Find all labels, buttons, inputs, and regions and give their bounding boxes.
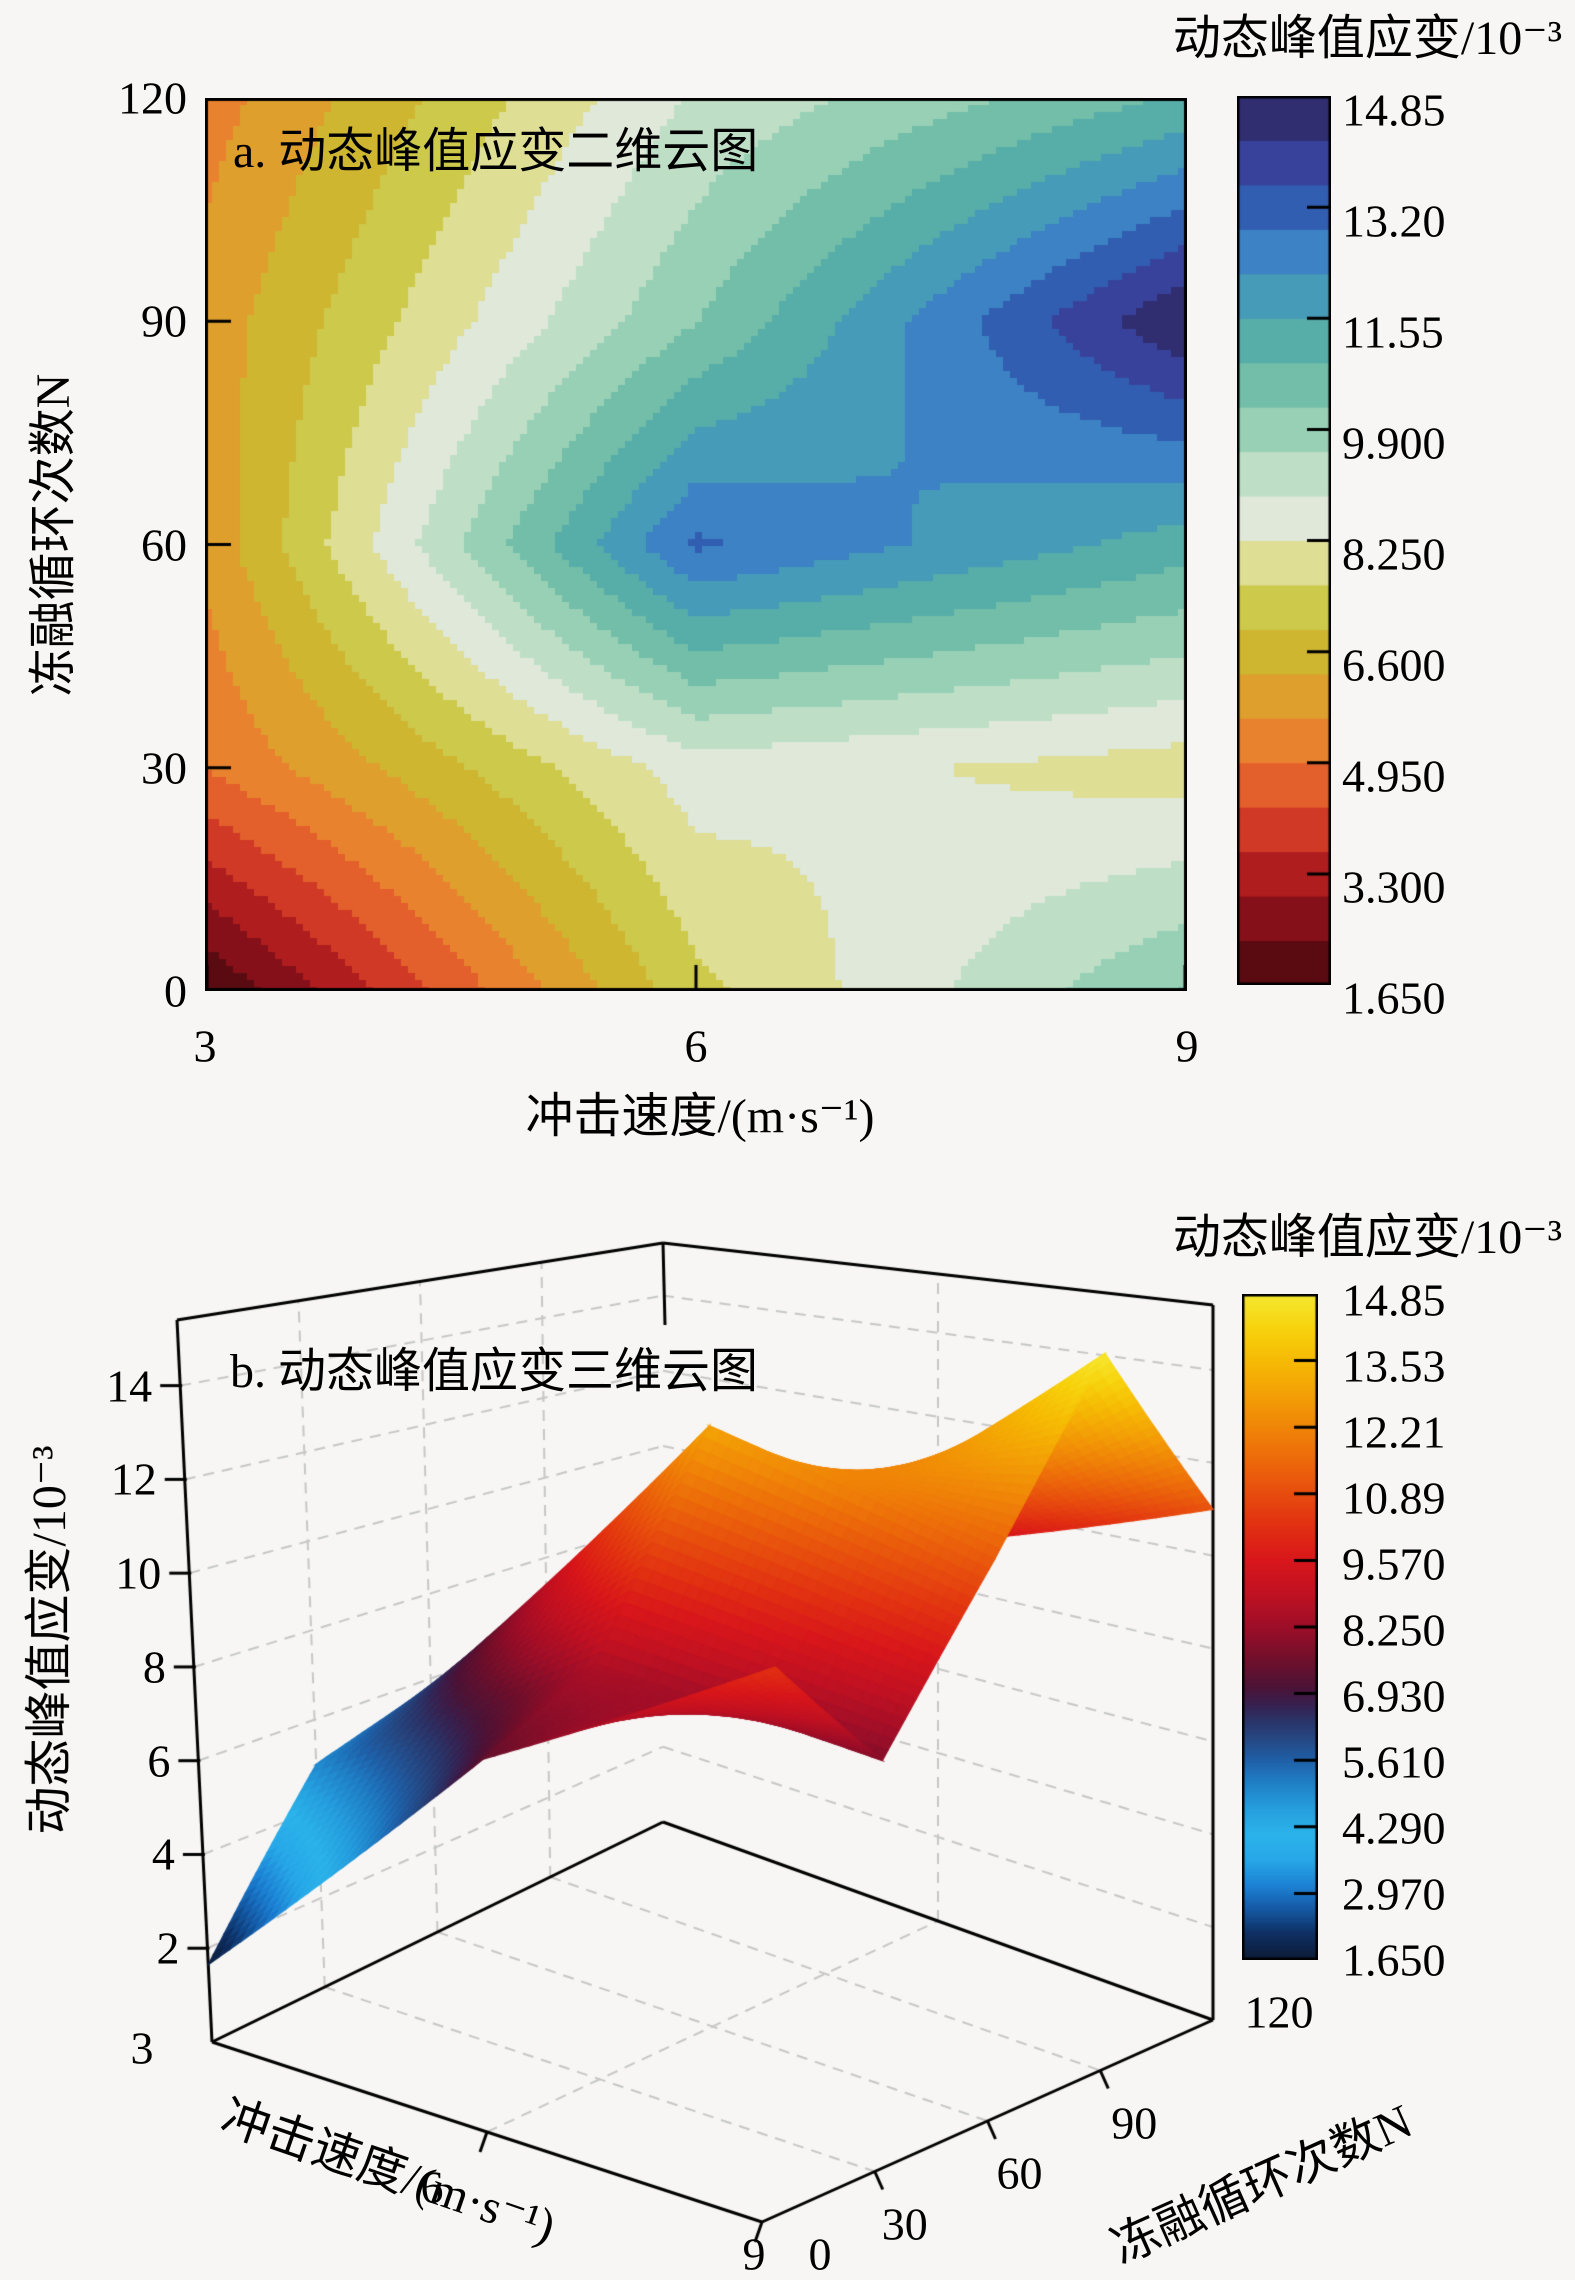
x-tick-label-2d: 6 bbox=[684, 1020, 708, 1072]
z-tick-label-3d: 14 bbox=[106, 1360, 153, 1412]
colorbar-2d-tick-label: 6.600 bbox=[1342, 639, 1446, 691]
colorbar-2d-tick-label: 4.950 bbox=[1342, 750, 1446, 802]
colorbar-3d-tick-label: 12.21 bbox=[1342, 1406, 1446, 1458]
y-tick-label-2d: 120 bbox=[118, 72, 187, 124]
y-tick-label-3d: 30 bbox=[881, 2198, 928, 2249]
colorbar-3d-tick-label: 2.970 bbox=[1342, 1868, 1446, 1920]
colorbar-3d-tick-label: 1.650 bbox=[1342, 1934, 1446, 1986]
panel-2d-title: a. 动态峰值应变二维云图 bbox=[233, 125, 759, 178]
x-tick-label-3d: 6 bbox=[420, 2161, 444, 2213]
x-tick-label-3d: 3 bbox=[130, 2022, 154, 2074]
y-tick-label-3d: 0 bbox=[808, 2228, 832, 2280]
colorbar-3d-tick-label: 10.89 bbox=[1342, 1472, 1446, 1524]
contour-plot-canvas bbox=[205, 98, 1187, 991]
y-tick-label-2d: 90 bbox=[141, 295, 187, 347]
z-tick-label-3d: 4 bbox=[151, 1828, 175, 1880]
colorbar-2d-tick-label: 14.85 bbox=[1342, 84, 1446, 136]
colorbar-2d-title: 动态峰值应变/10⁻³ bbox=[1172, 12, 1562, 65]
colorbar-2d-tick-label: 11.55 bbox=[1342, 306, 1444, 358]
z-axis-label-3d: 动态峰值应变/10⁻³ bbox=[23, 1445, 77, 1835]
z-tick-label-3d: 8 bbox=[142, 1641, 166, 1693]
colorbar-3d-tick-label: 8.250 bbox=[1342, 1604, 1446, 1656]
colorbar-3d-tick-label: 4.290 bbox=[1342, 1802, 1446, 1854]
z-tick-label-3d: 2 bbox=[156, 1922, 180, 1974]
colorbar-2d-tick-label: 9.900 bbox=[1342, 417, 1446, 469]
x-tick-label-2d: 3 bbox=[193, 1020, 217, 1072]
y-tick-label-2d: 0 bbox=[164, 965, 187, 1017]
surface-plot-canvas bbox=[0, 1150, 1420, 2280]
colorbar-2d-tick-label: 8.250 bbox=[1342, 528, 1446, 580]
colorbar-3d-tick-label: 6.930 bbox=[1342, 1670, 1446, 1722]
y-tick-label-2d: 30 bbox=[141, 742, 187, 794]
colorbar-2d-canvas bbox=[1237, 96, 1331, 985]
colorbar-3d-tick-label: 5.610 bbox=[1342, 1736, 1446, 1788]
colorbar-3d-tick-label: 13.53 bbox=[1342, 1340, 1446, 1392]
colorbar-3d-tick-label: 14.85 bbox=[1342, 1274, 1446, 1326]
y-tick-label-3d: 90 bbox=[1111, 2097, 1158, 2148]
y-tick-label-2d: 60 bbox=[141, 519, 187, 570]
y-axis-label-2d: 冻融循环次数N bbox=[27, 373, 81, 697]
panel-3d-title: b. 动态峰值应变三维云图 bbox=[230, 1345, 759, 1398]
colorbar-2d-tick-label: 3.300 bbox=[1342, 861, 1446, 913]
x-tick-label-3d: 9 bbox=[742, 2228, 766, 2280]
x-tick-label-2d: 9 bbox=[1175, 1020, 1199, 1072]
colorbar-3d-canvas bbox=[1242, 1294, 1318, 1960]
z-tick-label-3d: 6 bbox=[147, 1735, 171, 1787]
colorbar-2d-tick-label: 1.650 bbox=[1342, 972, 1446, 1024]
colorbar-3d-title: 动态峰值应变/10⁻³ bbox=[1172, 1211, 1562, 1264]
x-axis-label-2d: 冲击速度/(m·s⁻¹) bbox=[525, 1090, 875, 1144]
z-tick-label-3d: 12 bbox=[110, 1453, 157, 1505]
z-tick-label-3d: 10 bbox=[115, 1547, 162, 1599]
y-tick-label-3d: 120 bbox=[1244, 1986, 1314, 2038]
y-tick-label-3d: 60 bbox=[996, 2147, 1043, 2199]
colorbar-2d-tick-label: 13.20 bbox=[1342, 195, 1446, 247]
colorbar-3d-tick-label: 9.570 bbox=[1342, 1538, 1446, 1590]
